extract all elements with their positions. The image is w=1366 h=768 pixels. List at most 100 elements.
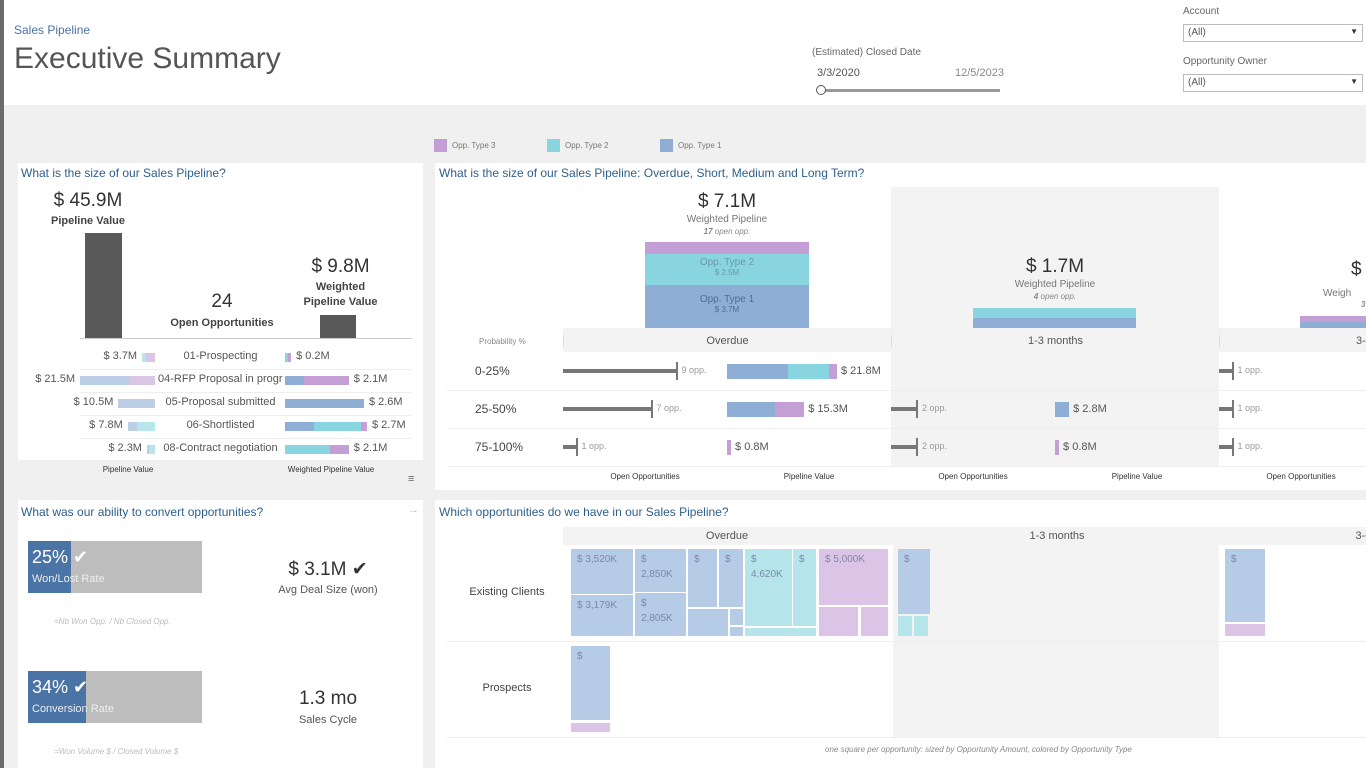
overdue-bar-type-1[interactable]: Opp. Type 1 $ 3.7M xyxy=(645,285,809,328)
opportunity-tile[interactable]: $ 2,850K xyxy=(635,549,686,592)
stage-name[interactable]: 06-Shortlisted xyxy=(186,419,255,431)
group-header[interactable]: 3-6 months xyxy=(1219,335,1366,347)
bar-type-3[interactable] xyxy=(1300,316,1366,322)
stage-name[interactable]: 04-RFP Proposal in progress xyxy=(158,373,283,385)
opportunity-tile[interactable]: $ xyxy=(793,549,816,626)
pipeline-value-bar[interactable] xyxy=(1055,440,1060,455)
segment-label: Opp. Type 1 xyxy=(699,294,755,305)
owner-select[interactable]: (All) ▼ xyxy=(1183,74,1363,92)
weighted-value-bar[interactable] xyxy=(320,315,356,338)
opp-bar-cap xyxy=(916,400,918,418)
open-opp-count: 4 open opp. xyxy=(973,292,1137,301)
legend-swatch xyxy=(434,139,447,152)
opportunity-tile[interactable] xyxy=(730,627,743,636)
breadcrumb[interactable]: Sales Pipeline xyxy=(14,23,91,37)
pipeline-value-bar[interactable] xyxy=(727,440,732,455)
legend-label[interactable]: Opp. Type 2 xyxy=(565,141,609,150)
bar-segment-type-1 xyxy=(146,445,150,454)
pipeline-value-bar[interactable] xyxy=(727,364,837,379)
pipeline-value-bar[interactable] xyxy=(85,233,122,338)
opportunity-tile[interactable]: $ xyxy=(898,549,930,614)
opp-count: 1 opp. xyxy=(581,441,607,451)
opportunity-tile[interactable] xyxy=(1225,624,1265,636)
win-rate-formula: =Nb Won Opp. / Nb Closed Opp. xyxy=(54,617,171,626)
bar-type-1[interactable] xyxy=(973,318,1136,328)
row-divider xyxy=(80,369,412,370)
pipeline-bar[interactable] xyxy=(146,445,155,454)
opportunity-tile[interactable] xyxy=(914,616,928,636)
axis-label-opp: Open Opportunities xyxy=(1266,472,1336,481)
opportunity-tile[interactable]: $ xyxy=(1225,549,1265,622)
column-header[interactable]: 1-3 months xyxy=(1029,530,1085,542)
opportunity-tile[interactable] xyxy=(898,616,912,636)
bar-segment-type-3 xyxy=(361,422,367,431)
opportunity-tile[interactable]: $ 5,000K xyxy=(819,549,888,605)
weighted-value: $ 2.6M xyxy=(368,396,403,408)
opportunity-tile[interactable] xyxy=(571,723,610,732)
bar-type-2[interactable] xyxy=(973,308,1136,318)
opp-bar[interactable] xyxy=(1219,407,1232,411)
opportunity-tile[interactable]: $ xyxy=(719,549,743,607)
stage-name[interactable]: 05-Proposal submitted xyxy=(165,396,276,408)
opportunity-tile[interactable]: $ xyxy=(688,549,717,607)
win-rate-gauge[interactable]: 25% ✔ Won/Lost Rate xyxy=(28,541,202,593)
stage-row: $ 7.8M 06-Shortlisted $ 2.7M xyxy=(18,415,423,438)
pipeline-bar[interactable] xyxy=(80,376,155,385)
sales-cycle-value: 1.3 mo xyxy=(298,688,358,709)
owner-value: (All) xyxy=(1188,77,1206,88)
weighted-bar[interactable] xyxy=(285,445,349,454)
weighted-bar[interactable] xyxy=(285,376,349,385)
opp-bar[interactable] xyxy=(1219,369,1232,373)
stage-name[interactable]: 08-Contract negotiation xyxy=(163,442,278,454)
opp-bar[interactable] xyxy=(563,369,676,373)
weighted-bar[interactable] xyxy=(285,399,364,408)
date-slider-handle[interactable] xyxy=(816,85,826,95)
opp-bar[interactable] xyxy=(563,407,651,411)
opportunity-tile[interactable]: $ 2,805K xyxy=(635,593,686,636)
weighted-bar[interactable] xyxy=(285,422,367,431)
opportunity-tile[interactable] xyxy=(688,609,728,636)
account-value: (All) xyxy=(1188,27,1206,38)
bar-segment-type-1 xyxy=(127,422,138,431)
group-header[interactable]: 1-3 months xyxy=(891,335,1219,347)
pipeline-value-bar[interactable] xyxy=(1055,402,1070,417)
opportunity-tile[interactable]: $ 4,620K xyxy=(745,549,792,626)
bar-segment-type-1 xyxy=(1055,402,1070,417)
opp-bar[interactable] xyxy=(891,407,916,411)
overdue-bar-type-3[interactable] xyxy=(645,242,809,254)
account-select[interactable]: (All) ▼ xyxy=(1183,24,1363,42)
pipeline-bar[interactable] xyxy=(118,399,155,408)
opp-bar[interactable] xyxy=(891,445,916,449)
bar-type-1[interactable] xyxy=(1300,322,1366,328)
arrow-right-icon[interactable]: → xyxy=(408,504,419,516)
opp-bar[interactable] xyxy=(563,445,576,449)
pipeline-bar[interactable] xyxy=(142,353,155,362)
date-slider-track[interactable] xyxy=(820,89,1000,92)
menu-icon[interactable]: ≡ xyxy=(408,473,415,485)
owner-filter-label: Opportunity Owner xyxy=(1183,56,1267,67)
opportunity-tile[interactable]: $ xyxy=(571,646,610,720)
legend-label[interactable]: Opp. Type 1 xyxy=(678,141,722,150)
opp-bar[interactable] xyxy=(1219,445,1232,449)
column-header[interactable]: Overdue xyxy=(705,530,749,542)
date-end[interactable]: 12/5/2023 xyxy=(955,67,1004,79)
opportunity-tile[interactable] xyxy=(730,609,743,625)
date-start[interactable]: 3/3/2020 xyxy=(817,67,860,79)
opportunity-tile[interactable]: $ 3,179K xyxy=(571,595,633,636)
legend-label[interactable]: Opp. Type 3 xyxy=(452,141,496,150)
group-header[interactable]: Overdue xyxy=(563,335,891,347)
conversion-rate-gauge[interactable]: 34% ✔ Conversion Rate xyxy=(28,671,202,723)
opportunity-tile[interactable] xyxy=(819,607,858,636)
pipeline-bar[interactable] xyxy=(127,422,155,431)
opportunity-tile[interactable] xyxy=(745,628,816,636)
pipeline-size-panel: What is the size of our Sales Pipeline? … xyxy=(18,163,423,485)
stage-name[interactable]: 01-Prospecting xyxy=(183,350,258,362)
opportunity-tile[interactable] xyxy=(861,607,888,636)
pipeline-value-bar[interactable] xyxy=(727,402,805,417)
column-header[interactable]: 3-6 months xyxy=(1355,530,1366,542)
pipeline-value: $ 0.8M xyxy=(735,441,769,453)
weighted-bar[interactable] xyxy=(285,353,292,362)
row-label: Prospects xyxy=(482,682,532,694)
overdue-bar-type-2[interactable]: Opp. Type 2 $ 2.5M xyxy=(645,254,809,285)
opportunity-tile[interactable]: $ 3,520K xyxy=(571,549,633,594)
